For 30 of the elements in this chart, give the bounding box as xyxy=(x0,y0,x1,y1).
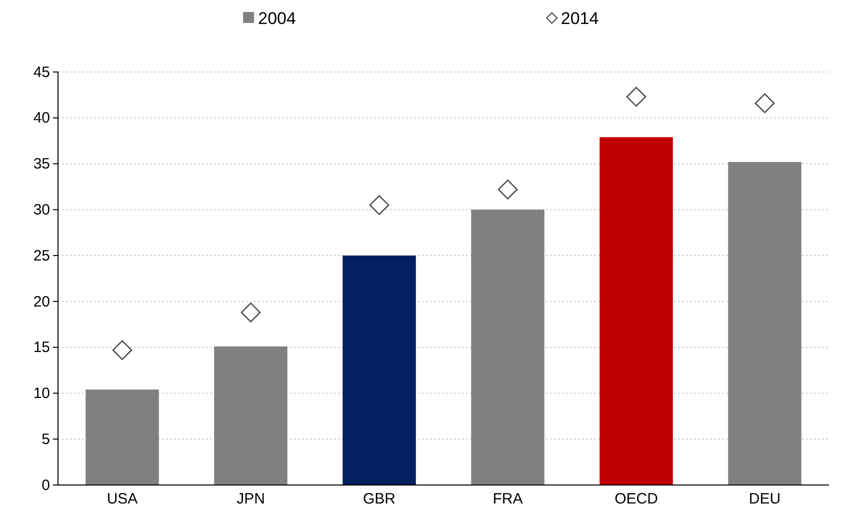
point xyxy=(626,86,646,107)
y-tick-label: 0 xyxy=(42,476,50,494)
bar xyxy=(214,346,288,485)
bar xyxy=(728,162,802,485)
point xyxy=(754,93,775,114)
y-tick-label: 5 xyxy=(42,430,50,448)
y-tick-label: 45 xyxy=(33,64,50,81)
x-tick-label: GBR xyxy=(362,490,396,508)
point xyxy=(369,195,390,215)
x-tick-label: FRA xyxy=(492,490,523,508)
bar xyxy=(471,210,544,485)
y-tick-label: 35 xyxy=(33,156,50,173)
x-tick-label: JPN xyxy=(236,490,265,508)
x-tick-label: OECD xyxy=(614,490,658,508)
y-tick-label: 25 xyxy=(33,247,50,264)
y-tick-label: 40 xyxy=(33,110,50,127)
x-tick-label: USA xyxy=(106,490,138,508)
y-tick-label: 10 xyxy=(33,385,50,402)
point xyxy=(112,340,132,360)
y-tick-label: 20 xyxy=(33,293,50,310)
y-tick-label: 15 xyxy=(33,339,50,356)
legend-label: 2014 xyxy=(560,9,599,28)
point xyxy=(240,302,261,322)
y-tick-label: 30 xyxy=(33,201,50,218)
bar xyxy=(600,137,673,485)
x-tick-label: DEU xyxy=(748,490,781,508)
legend-label: 2004 xyxy=(258,9,296,28)
point xyxy=(498,180,518,200)
bar xyxy=(342,256,416,485)
bar xyxy=(86,390,159,485)
